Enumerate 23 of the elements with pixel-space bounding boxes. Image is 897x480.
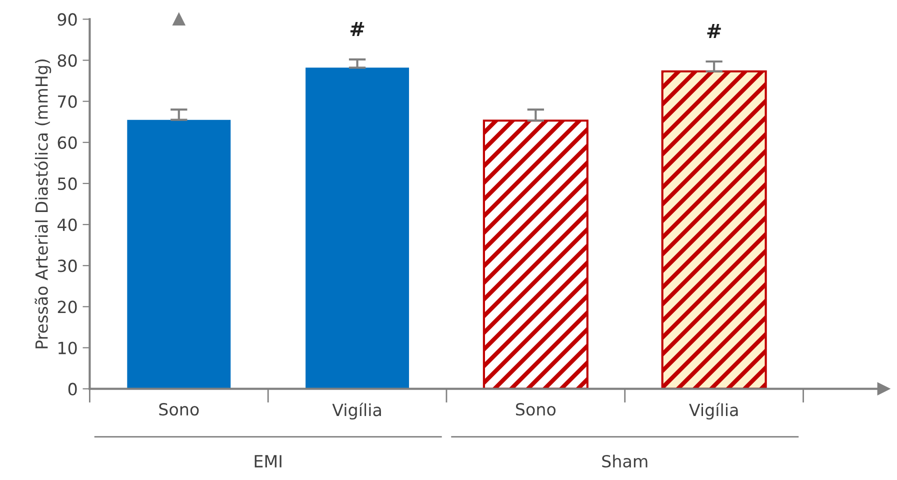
bar [661,70,767,389]
y-tick-label: 40 [58,218,77,232]
y-tick-label: 80 [58,54,77,67]
x-tick-label: Sono [159,402,199,416]
bar [482,120,588,389]
text: EMI [254,455,282,468]
y-axis-title: Pressão Arterial Diastólica (mmHg) [34,60,52,348]
y-tick-label: 90 [58,13,77,26]
bar [306,68,410,389]
y-tick-label: 10 [58,342,77,354]
text: Sham [602,454,648,468]
y-tick-label: 30 [58,260,77,272]
annotation: # [707,24,721,38]
y-tick-label: 0 [68,382,77,396]
x-tick-label: Vigília [332,402,381,420]
annotation: # [350,22,364,36]
x-tick-label: Sono [516,402,556,416]
y-tick-label: 50 [58,177,77,190]
bar [127,120,231,389]
x-tick-label: Vigília [689,402,738,420]
y-tick-label: 60 [58,136,77,149]
y-tick-label: 20 [58,300,77,314]
y-tick-label: 70 [58,95,77,108]
